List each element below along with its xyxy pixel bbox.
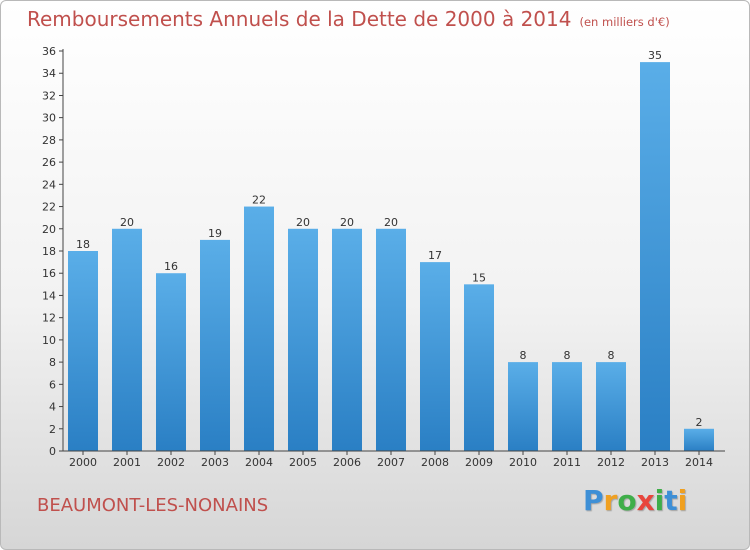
x-tick-label-2002: 2002 bbox=[157, 456, 185, 469]
y-tick-label: 24 bbox=[42, 178, 56, 191]
value-label-2005: 20 bbox=[296, 216, 310, 229]
y-tick-label: 6 bbox=[49, 378, 56, 391]
y-tick-label: 4 bbox=[49, 401, 56, 414]
bar-2005 bbox=[288, 228, 318, 451]
logo-letter: t bbox=[664, 484, 678, 517]
logo-letter: r bbox=[603, 484, 618, 517]
y-tick-label: 8 bbox=[49, 356, 56, 369]
value-label-2004: 22 bbox=[252, 194, 266, 207]
chart-title-text: Remboursements Annuels de la Dette de 20… bbox=[27, 7, 572, 31]
bar-2004 bbox=[244, 206, 274, 451]
y-tick-label: 0 bbox=[49, 445, 56, 458]
value-label-2008: 17 bbox=[428, 249, 442, 262]
bar-2009 bbox=[464, 284, 494, 451]
bar-2008 bbox=[420, 262, 450, 451]
x-tick-label-2004: 2004 bbox=[245, 456, 273, 469]
x-tick-label-2003: 2003 bbox=[201, 456, 229, 469]
y-tick-label: 22 bbox=[42, 201, 56, 214]
bar-2011 bbox=[552, 362, 582, 451]
logo-letter: i bbox=[654, 484, 665, 517]
commune-name: BEAUMONT-LES-NONAINS bbox=[37, 495, 269, 516]
y-tick-label: 10 bbox=[42, 334, 56, 347]
value-label-2012: 8 bbox=[608, 349, 615, 362]
y-tick-label: 20 bbox=[42, 223, 56, 236]
logo-letter: i bbox=[677, 484, 688, 517]
x-axis: 2000 2001 2002 2003 2004 2005 2006 2007 2008 2009… bbox=[63, 450, 725, 469]
x-tick-label-2001: 2001 bbox=[113, 456, 141, 469]
x-tick-label-2014: 2014 bbox=[685, 456, 713, 469]
y-tick-label: 32 bbox=[42, 89, 56, 102]
bar-2002 bbox=[156, 273, 186, 451]
bar-2006 bbox=[332, 228, 362, 451]
y-tick-label: 30 bbox=[42, 112, 56, 125]
x-tick-label-2013: 2013 bbox=[641, 456, 669, 469]
value-label-2001: 20 bbox=[120, 216, 134, 229]
bar-2000 bbox=[68, 251, 98, 451]
value-label-2007: 20 bbox=[384, 216, 398, 229]
value-label-2010: 8 bbox=[520, 349, 527, 362]
logo-letter: x bbox=[636, 484, 655, 517]
bar-2012 bbox=[596, 362, 626, 451]
proxiti-logo[interactable]: Proxiti bbox=[583, 484, 687, 517]
bars: 18 20 16 19 22 20 20 20 17 15 8 8 8 35 2 bbox=[68, 49, 714, 451]
bar-2007 bbox=[376, 228, 406, 451]
value-label-2011: 8 bbox=[564, 349, 571, 362]
bar-2010 bbox=[508, 362, 538, 451]
x-tick-label-2007: 2007 bbox=[377, 456, 405, 469]
bar-2003 bbox=[200, 239, 230, 451]
x-tick-label-2010: 2010 bbox=[509, 456, 537, 469]
logo-letter: o bbox=[617, 484, 637, 517]
y-tick-label: 36 bbox=[42, 45, 56, 58]
x-tick-label-2012: 2012 bbox=[597, 456, 625, 469]
unit-label: (en milliers d'€) bbox=[579, 15, 670, 29]
x-tick-label-2005: 2005 bbox=[289, 456, 317, 469]
y-tick-label: 12 bbox=[42, 312, 56, 325]
y-tick-label: 34 bbox=[42, 67, 56, 80]
y-tick-label: 28 bbox=[42, 134, 56, 147]
bar-2014 bbox=[684, 428, 714, 451]
y-tick-label: 16 bbox=[42, 267, 56, 280]
y-tick-label: 2 bbox=[49, 423, 56, 436]
y-tick-label: 18 bbox=[42, 245, 56, 258]
value-label-2009: 15 bbox=[472, 271, 486, 284]
logo-letter: P bbox=[583, 484, 604, 517]
x-tick-label-2009: 2009 bbox=[465, 456, 493, 469]
y-tick-label: 26 bbox=[42, 156, 56, 169]
chart-title: Remboursements Annuels de la Dette de 20… bbox=[27, 7, 670, 31]
x-tick-label-2011: 2011 bbox=[553, 456, 581, 469]
bar-2001 bbox=[112, 228, 142, 451]
value-label-2006: 20 bbox=[340, 216, 354, 229]
bar-2013 bbox=[640, 62, 670, 451]
x-tick-label-2006: 2006 bbox=[333, 456, 361, 469]
value-label-2000: 18 bbox=[76, 238, 90, 251]
value-label-2013: 35 bbox=[648, 49, 662, 62]
y-tick-label: 14 bbox=[42, 289, 56, 302]
value-label-2002: 16 bbox=[164, 260, 178, 273]
value-label-2014: 2 bbox=[696, 416, 703, 429]
x-tick-label-2008: 2008 bbox=[421, 456, 449, 469]
value-label-2003: 19 bbox=[208, 227, 222, 240]
x-tick-label-2000: 2000 bbox=[69, 456, 97, 469]
